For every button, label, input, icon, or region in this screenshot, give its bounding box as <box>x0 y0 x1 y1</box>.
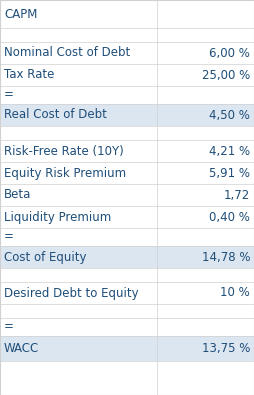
Text: 10 %: 10 % <box>220 286 250 299</box>
Text: Nominal Cost of Debt: Nominal Cost of Debt <box>4 47 130 60</box>
Bar <box>0 184 254 206</box>
Bar <box>0 304 254 318</box>
Bar <box>0 64 254 86</box>
Text: 13,75 %: 13,75 % <box>202 342 250 355</box>
Bar <box>0 0 254 28</box>
Text: CAPM: CAPM <box>4 8 37 21</box>
Bar <box>0 126 254 140</box>
Text: =: = <box>4 320 14 333</box>
Bar <box>0 42 254 64</box>
Bar <box>0 282 254 304</box>
Text: Beta: Beta <box>4 188 31 201</box>
Bar <box>0 228 254 246</box>
Text: 1,72: 1,72 <box>224 188 250 201</box>
Text: 5,91 %: 5,91 % <box>209 167 250 179</box>
Text: 6,00 %: 6,00 % <box>209 47 250 60</box>
Bar <box>0 268 254 282</box>
Text: =: = <box>4 88 14 102</box>
Text: Liquidity Premium: Liquidity Premium <box>4 211 111 224</box>
Bar <box>0 318 254 336</box>
Bar <box>0 246 254 268</box>
Text: Risk-Free Rate (10Y): Risk-Free Rate (10Y) <box>4 145 124 158</box>
Bar <box>0 336 254 361</box>
Text: 14,78 %: 14,78 % <box>201 250 250 263</box>
Text: Tax Rate: Tax Rate <box>4 68 54 81</box>
Text: 25,00 %: 25,00 % <box>202 68 250 81</box>
Text: Desired Debt to Equity: Desired Debt to Equity <box>4 286 139 299</box>
Text: Equity Risk Premium: Equity Risk Premium <box>4 167 126 179</box>
Text: 4,50 %: 4,50 % <box>209 109 250 122</box>
Bar <box>0 206 254 228</box>
Text: 4,21 %: 4,21 % <box>209 145 250 158</box>
Bar <box>0 28 254 42</box>
Text: 0,40 %: 0,40 % <box>209 211 250 224</box>
Bar <box>0 86 254 104</box>
Bar <box>0 140 254 162</box>
Bar <box>0 104 254 126</box>
Text: WACC: WACC <box>4 342 39 355</box>
Bar <box>0 162 254 184</box>
Text: =: = <box>4 231 14 243</box>
Text: Real Cost of Debt: Real Cost of Debt <box>4 109 107 122</box>
Text: Cost of Equity: Cost of Equity <box>4 250 87 263</box>
